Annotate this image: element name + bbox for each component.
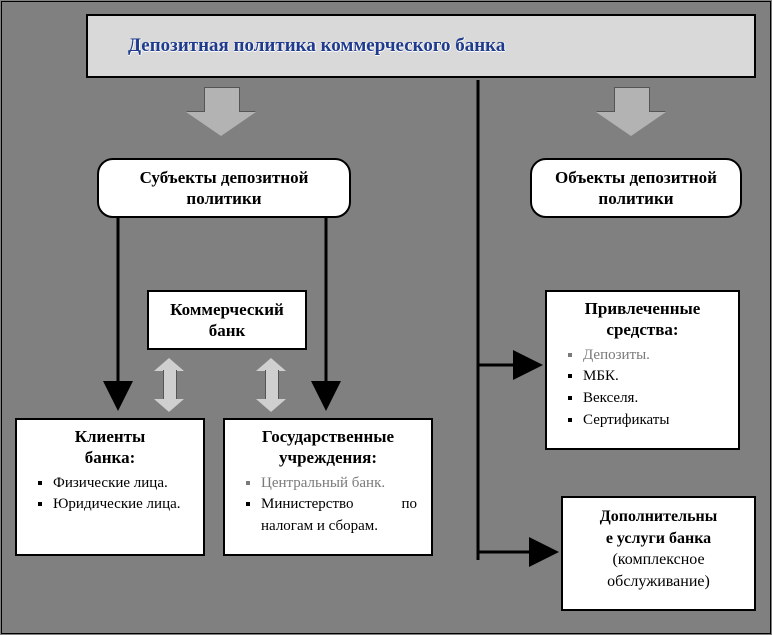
thin-arrows (0, 0, 772, 635)
